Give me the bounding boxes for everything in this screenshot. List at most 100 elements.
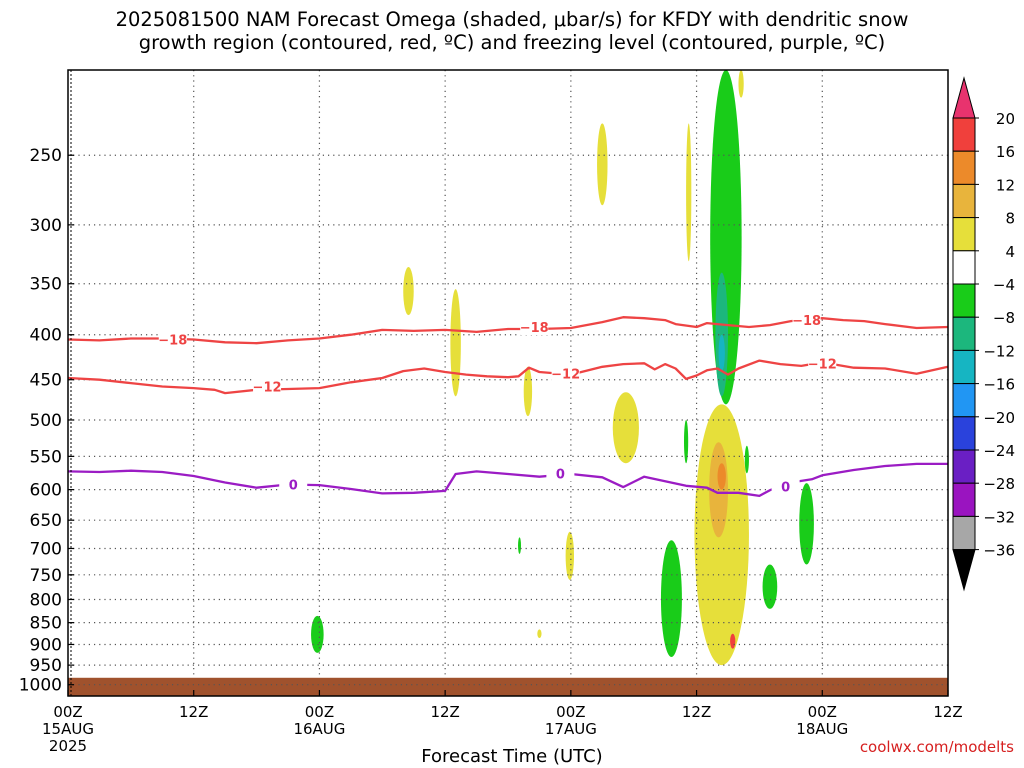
omega-region-19 — [762, 564, 778, 609]
omega-region-8 — [694, 404, 749, 666]
colorbar-swatch-10 — [952, 416, 976, 451]
contour-label-bg-0-1 — [520, 319, 549, 336]
y-tick-label-800: 800 — [30, 590, 62, 610]
x-tick-label-0: 00Z — [53, 703, 82, 721]
y-tick-label-650: 650 — [30, 511, 62, 531]
contour-label-0-1: −18 — [520, 321, 549, 336]
colorbar-label-11: −28 — [983, 475, 1015, 493]
colorbar-swatch-4 — [952, 217, 976, 252]
omega-region-12 — [730, 633, 736, 649]
omega-region-20 — [799, 483, 814, 565]
colorbar-swatch-6 — [952, 283, 976, 318]
y-tick-label-850: 850 — [30, 614, 62, 634]
y-tick-label-600: 600 — [30, 481, 62, 501]
y-tick-label-450: 450 — [30, 371, 62, 391]
y-tick-label-950: 950 — [30, 656, 62, 676]
x-tick-label-3: 12Z — [430, 703, 459, 721]
title-line-2: growth region (contoured, red, ºC) and f… — [138, 31, 886, 54]
omega-shading — [311, 70, 814, 666]
omega-region-16 — [684, 419, 689, 464]
credit-link[interactable]: coolwx.com/modelts — [859, 738, 1014, 756]
colorbar-label-10: −24 — [983, 442, 1015, 460]
y-tick-label-400: 400 — [30, 326, 62, 346]
omega-region-6 — [537, 629, 542, 639]
contour-1: −12 −12 −12 — [67, 355, 949, 395]
plot-area — [68, 70, 948, 696]
colorbar-label-5: −4 — [993, 276, 1015, 294]
grid-lines — [68, 70, 948, 686]
contour-label-bg-0-2 — [792, 312, 821, 329]
contour-label-2-0: 0 — [289, 478, 298, 493]
contour-2: 0 0 0 — [67, 462, 948, 498]
y-tick-label-500: 500 — [30, 411, 62, 431]
colorbar-swatch-12 — [952, 482, 976, 517]
colorbar-swatch-5 — [952, 250, 976, 285]
contour-label-1-1: −12 — [551, 368, 580, 383]
y-tick-label-350: 350 — [30, 275, 62, 295]
contour-label-2-1: 0 — [556, 467, 565, 482]
x-tick-date-4: 17AUG — [545, 720, 597, 738]
colorbar-label-12: −32 — [983, 508, 1015, 526]
colorbar-bottom-arrow — [952, 549, 976, 592]
omega-region-15 — [660, 540, 682, 657]
x-tick-label-1: 12Z — [179, 703, 208, 721]
x-axis-label: Forecast Time (UTC) — [421, 746, 603, 767]
x-tick-label-4: 00Z — [556, 703, 585, 721]
omega-region-3 — [597, 123, 608, 206]
colorbar-label-7: −12 — [983, 342, 1015, 360]
x-tick-date-2: 16AUG — [293, 720, 345, 738]
contour-label-bg-2-2 — [771, 478, 800, 495]
y-tick-label-900: 900 — [30, 635, 62, 655]
x-tick-date-6: 18AUG — [796, 720, 848, 738]
contour-label-0-0: −18 — [158, 333, 187, 348]
colorbar: 20 16 12 8 4 −4 −8 −12 −16 −20 −24 −28 −32 −36 — [952, 76, 1015, 592]
colorbar-swatch-9 — [952, 383, 976, 418]
colorbar-label-9: −20 — [983, 409, 1015, 427]
omega-region-2 — [523, 366, 533, 417]
colorbar-label-6: −8 — [993, 309, 1015, 327]
colorbar-swatch-2 — [952, 150, 976, 185]
contour-label-1-2: −12 — [808, 357, 837, 372]
y-tick-label-750: 750 — [30, 566, 62, 586]
x-tick-year-0: 2025 — [49, 737, 87, 755]
x-tick-label-2: 00Z — [305, 703, 334, 721]
omega-region-13 — [311, 615, 324, 653]
colorbar-label-2: 12 — [996, 176, 1015, 194]
colorbar-label-3: 8 — [1005, 210, 1015, 228]
omega-region-7 — [686, 123, 692, 262]
colorbar-label-0: 20 — [996, 110, 1015, 128]
y-tick-label-700: 700 — [30, 539, 62, 559]
contour-label-1-0: −12 — [253, 380, 282, 395]
y-tick-label-250: 250 — [30, 146, 62, 166]
colorbar-swatch-7 — [952, 316, 976, 351]
colorbar-label-4: 4 — [1005, 243, 1015, 261]
contour-0: −18 −18 −18 — [67, 312, 949, 348]
surface-terrain — [68, 677, 948, 696]
omega-region-9 — [738, 70, 744, 98]
omega-region-18 — [744, 445, 749, 474]
y-tick-label-300: 300 — [30, 216, 62, 236]
colorbar-swatch-3 — [952, 183, 976, 219]
omega-region-0 — [403, 267, 414, 316]
colorbar-label-8: −16 — [983, 376, 1015, 394]
colorbar-top-arrow — [952, 76, 976, 119]
y-axis: 2503003504004505005506006507007508008509… — [19, 146, 74, 696]
colorbar-label-1: 16 — [996, 143, 1015, 161]
chart-title: 2025081500 NAM Forecast Omega (shaded, μ… — [0, 8, 1024, 54]
colorbar-swatch-11 — [952, 449, 976, 484]
x-tick-label-6: 00Z — [808, 703, 837, 721]
omega-region-22 — [718, 334, 725, 372]
x-tick-label-7: 12Z — [933, 703, 962, 721]
y-tick-label-550: 550 — [30, 447, 62, 467]
x-tick-label-5: 12Z — [682, 703, 711, 721]
contour-label-bg-1-1 — [551, 365, 580, 382]
omega-region-21 — [715, 272, 728, 397]
omega-region-4 — [612, 392, 639, 464]
plot-frame — [67, 69, 949, 697]
colorbar-swatch-8 — [952, 349, 976, 385]
contour-label-bg-2-0 — [279, 476, 308, 493]
colorbar-swatch-13 — [952, 515, 976, 551]
title-line-1: 2025081500 NAM Forecast Omega (shaded, μ… — [115, 8, 909, 31]
